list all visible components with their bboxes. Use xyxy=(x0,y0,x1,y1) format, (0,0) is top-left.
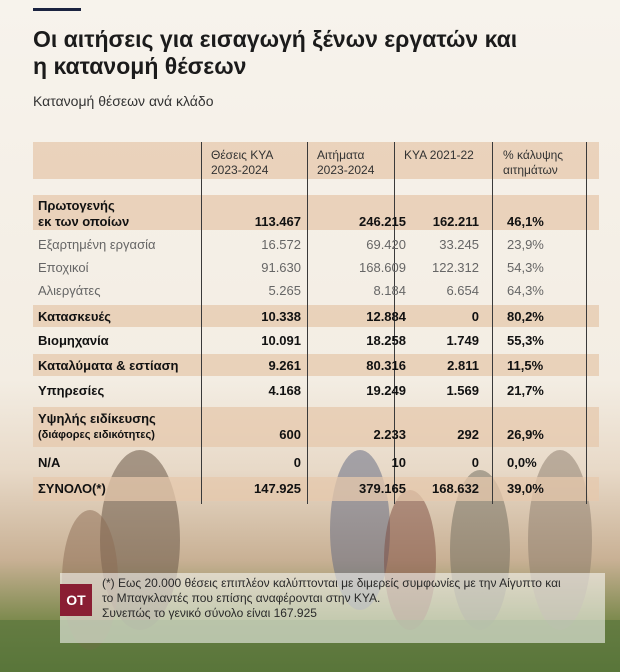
cell-coverage: 0,0% xyxy=(507,455,537,470)
cell-positions: 113.467 xyxy=(254,214,301,229)
cell-requests: 19.249 xyxy=(366,383,406,398)
cell-kya-2021: 162.211 xyxy=(432,214,479,229)
column-divider xyxy=(492,142,493,504)
cell-kya-2021: 6.654 xyxy=(446,283,479,298)
cell-coverage: 26,9% xyxy=(507,427,544,442)
header-positions: Θέσεις ΚΥΑ 2023-2024 xyxy=(211,148,274,177)
row-label: Κατασκευές xyxy=(38,309,112,324)
cell-coverage: 80,2% xyxy=(507,309,544,324)
cell-requests: 379.165 xyxy=(359,481,406,496)
table-row: Κατασκευές 10.338 12.884 0 80,2% xyxy=(33,306,599,328)
row-label: Βιομηχανία xyxy=(38,333,109,348)
cell-kya-2021: 0 xyxy=(471,309,479,324)
top-accent-line xyxy=(33,8,81,11)
column-divider xyxy=(586,142,587,504)
cell-requests: 18.258 xyxy=(366,333,406,348)
cell-coverage: 55,3% xyxy=(507,333,544,348)
ot-logo: OT xyxy=(60,584,92,616)
row-label: Πρωτογενής εκ των οποίων xyxy=(38,198,130,229)
row-label: Υπηρεσίες xyxy=(38,383,105,398)
cell-positions: 600 xyxy=(279,427,301,442)
cell-coverage: 23,9% xyxy=(507,237,544,252)
cell-positions: 0 xyxy=(293,455,301,470)
cell-kya-2021: 2.811 xyxy=(447,358,479,373)
header-kya-2021: ΚΥΑ 2021-22 xyxy=(404,148,474,162)
cell-kya-2021: 1.749 xyxy=(446,333,479,348)
cell-kya-2021: 0 xyxy=(471,455,479,470)
data-table: Θέσεις ΚΥΑ 2023-2024 Αιτήματα 2023-2024 ΚΥ… xyxy=(33,142,599,504)
table-row: N/A 0 10 0 0,0% xyxy=(33,452,599,474)
row-band xyxy=(33,407,599,447)
table-row: Πρωτογενής εκ των οποίων 113.467 246.215 … xyxy=(33,196,599,230)
cell-positions: 10.091 xyxy=(261,333,301,348)
cell-kya-2021: 1.569 xyxy=(446,383,479,398)
table-row: Καταλύματα & εστίαση 9.261 80.316 2.811 … xyxy=(33,355,599,377)
cell-requests: 168.609 xyxy=(359,260,406,275)
cell-requests: 246.215 xyxy=(359,214,406,229)
cell-positions: 4.168 xyxy=(268,383,301,398)
cell-kya-2021: 292 xyxy=(457,427,479,442)
row-band xyxy=(33,477,599,501)
cell-requests: 69.420 xyxy=(366,237,406,252)
header-coverage: % κάλυψης αιτημάτων xyxy=(503,148,564,177)
cell-requests: 2.233 xyxy=(373,427,406,442)
table-row-total: ΣΥΝΟΛΟ(*) 147.925 379.165 168.632 39,0% xyxy=(33,478,599,500)
cell-coverage: 46,1% xyxy=(507,214,544,229)
row-band xyxy=(33,305,599,327)
cell-positions: 91.630 xyxy=(261,260,301,275)
table-row: Βιομηχανία 10.091 18.258 1.749 55,3% xyxy=(33,330,599,352)
row-label: ΣΥΝΟΛΟ(*) xyxy=(38,481,106,496)
footnote-box xyxy=(60,573,605,643)
cell-positions: 16.572 xyxy=(261,237,301,252)
table-row: Εποχικοί 91.630 168.609 122.312 54,3% xyxy=(33,257,599,279)
table-row: Εξαρτημένη εργασία 16.572 69.420 33.245 … xyxy=(33,234,599,256)
cell-requests: 10 xyxy=(391,455,406,470)
row-label: Εποχικοί xyxy=(38,260,89,275)
cell-coverage: 64,3% xyxy=(507,283,544,298)
row-label: Εξαρτημένη εργασία xyxy=(38,237,156,252)
row-label: N/A xyxy=(38,455,61,470)
cell-requests: 8.184 xyxy=(373,283,406,298)
subtitle: Κατανομή θέσεων ανά κλάδο xyxy=(33,93,214,109)
cell-positions: 5.265 xyxy=(268,283,301,298)
cell-kya-2021: 122.312 xyxy=(432,260,479,275)
cell-requests: 12.884 xyxy=(366,309,406,324)
cell-positions: 9.261 xyxy=(268,358,301,373)
cell-coverage: 11,5% xyxy=(507,358,544,373)
page-title: Οι αιτήσεις για εισαγωγή ξένων εργατών κ… xyxy=(33,26,518,79)
cell-positions: 10.338 xyxy=(261,309,301,324)
column-divider xyxy=(394,142,395,504)
cell-kya-2021: 168.632 xyxy=(432,481,479,496)
cell-kya-2021: 33.245 xyxy=(439,237,479,252)
header-requests: Αιτήματα 2023-2024 xyxy=(317,148,375,177)
table-row: Αλιεργάτες 5.265 8.184 6.654 64,3% xyxy=(33,280,599,302)
cell-coverage: 54,3% xyxy=(507,260,544,275)
cell-coverage: 21,7% xyxy=(507,383,544,398)
column-divider xyxy=(201,142,202,504)
row-band xyxy=(33,195,599,230)
column-divider xyxy=(307,142,308,504)
row-label: Αλιεργάτες xyxy=(38,283,101,298)
cell-coverage: 39,0% xyxy=(507,481,544,496)
row-label: Καταλύματα & εστίαση xyxy=(38,358,179,373)
footnote-text: (*) Εως 20.000 θέσεις επιπλέον καλύπτοντ… xyxy=(102,576,561,620)
table-row: Υψηλής ειδίκευσης (διάφορες ειδικότητες)… xyxy=(33,408,599,446)
cell-requests: 80.316 xyxy=(366,358,406,373)
row-band xyxy=(33,354,599,376)
row-label: Υψηλής ειδίκευσης (διάφορες ειδικότητες) xyxy=(38,411,156,441)
header-band xyxy=(33,142,599,179)
cell-positions: 147.925 xyxy=(254,481,301,496)
table-row: Υπηρεσίες 4.168 19.249 1.569 21,7% xyxy=(33,380,599,402)
